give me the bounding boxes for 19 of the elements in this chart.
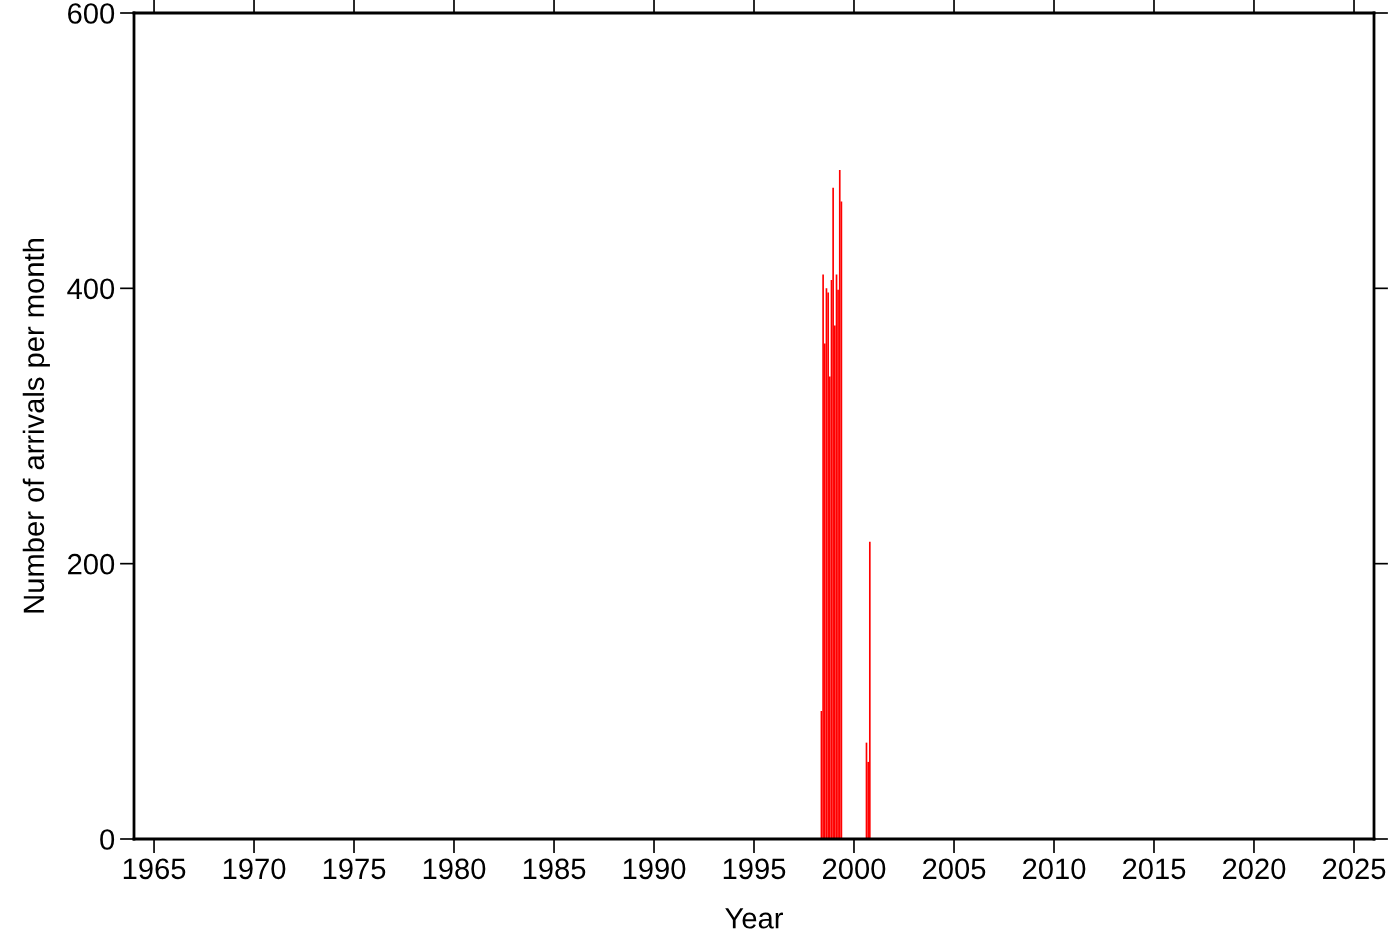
y-tick-label: 400 <box>67 278 115 300</box>
x-tick-label: 1975 <box>323 858 386 880</box>
y-tick-label: 600 <box>68 3 115 24</box>
x-tick-label: 2010 <box>1023 858 1086 880</box>
y-axis-title: Number of arrivals per month <box>22 239 50 613</box>
x-tick-label: 2000 <box>823 858 886 880</box>
y-tick-label: 0 <box>100 829 115 850</box>
x-tick-label: 2015 <box>1123 858 1186 880</box>
x-tick-label: 2025 <box>1323 858 1386 880</box>
x-tick-label: 1995 <box>723 858 786 880</box>
x-tick-label: 2020 <box>1223 858 1286 880</box>
x-tick-label: 1990 <box>623 858 686 880</box>
x-tick-label: 1965 <box>123 858 186 880</box>
x-tick-label: 2005 <box>923 858 986 880</box>
x-tick-label: 1985 <box>523 858 586 880</box>
x-tick-label: 1980 <box>423 858 486 880</box>
x-tick-label: 1970 <box>223 858 286 880</box>
y-tick-label: 200 <box>68 553 115 575</box>
x-axis-title: Year <box>725 908 783 929</box>
